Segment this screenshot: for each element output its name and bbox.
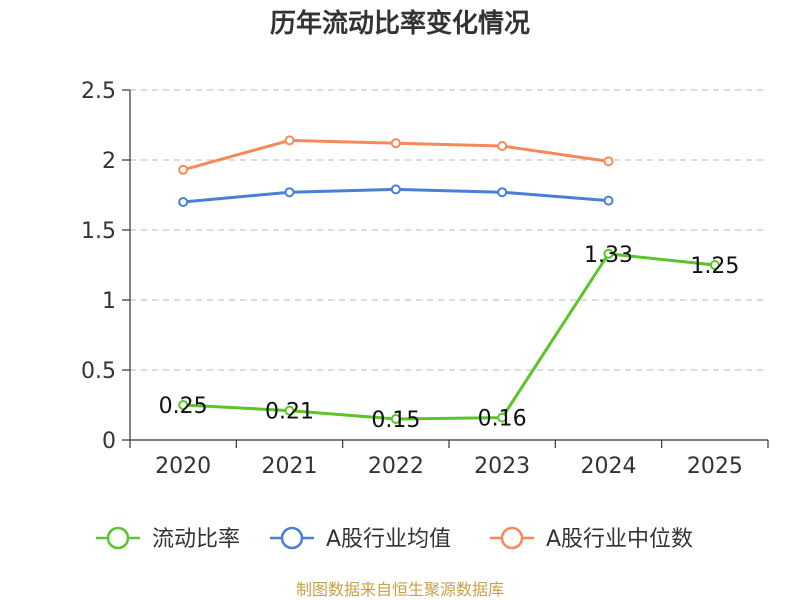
legend-marker bbox=[106, 526, 130, 550]
data-point bbox=[497, 141, 508, 151]
data-point bbox=[603, 156, 614, 167]
y-tick-label: 0.5 bbox=[81, 359, 116, 384]
data-point bbox=[284, 405, 295, 416]
x-tick-label: 2022 bbox=[368, 454, 424, 479]
legend-marker bbox=[500, 526, 524, 550]
source-note: 制图数据来自恒生聚源数据库 bbox=[296, 580, 504, 599]
data-label: 1.33 bbox=[584, 243, 633, 268]
legend-label: 流动比率 bbox=[152, 527, 240, 552]
data-point bbox=[603, 248, 614, 259]
data-label: 0.25 bbox=[159, 394, 208, 419]
data-point bbox=[178, 400, 189, 410]
data-point bbox=[603, 195, 614, 206]
y-tick-label: 2 bbox=[102, 149, 116, 174]
data-point bbox=[390, 414, 401, 424]
axes: 0 0.5 1 1.5 2 2.5 2020 2021 2022 2023 2024 2025 bbox=[81, 79, 769, 479]
chart-title: 历年流动比率变化情况 bbox=[270, 8, 530, 39]
y-tick-label: 2.5 bbox=[81, 79, 116, 104]
x-tick-label: 2024 bbox=[581, 454, 637, 479]
data-point bbox=[178, 197, 189, 207]
grid-lines bbox=[130, 89, 768, 371]
data-label: 0.16 bbox=[478, 407, 527, 432]
legend-label: A股行业中位数 bbox=[546, 527, 693, 552]
data-label: 1.25 bbox=[690, 254, 739, 279]
series-line-0 bbox=[183, 252, 715, 421]
data-label: 0.21 bbox=[265, 400, 314, 425]
data-labels: 0.25 0.21 0.15 0.16 1.33 1.25 bbox=[159, 243, 740, 433]
x-tick-label: 2023 bbox=[474, 454, 530, 479]
data-point bbox=[497, 412, 508, 423]
data-point bbox=[390, 184, 401, 195]
data-point bbox=[390, 138, 401, 149]
series-group bbox=[178, 135, 720, 424]
x-tick-label: 2021 bbox=[262, 454, 318, 479]
y-tick-label: 0 bbox=[102, 429, 116, 454]
data-label: 0.15 bbox=[371, 408, 420, 433]
x-tick-label: 2025 bbox=[687, 454, 743, 479]
data-point bbox=[709, 260, 720, 270]
x-tick-label: 2020 bbox=[155, 454, 211, 479]
y-tick-label: 1.5 bbox=[81, 219, 116, 244]
legend-label: A股行业均值 bbox=[326, 527, 451, 552]
legend-marker bbox=[280, 526, 304, 550]
y-tick-label: 1 bbox=[102, 289, 116, 314]
data-point bbox=[497, 187, 508, 198]
data-point bbox=[178, 164, 189, 175]
data-point bbox=[284, 135, 295, 146]
legend: 流动比率 A股行业均值 A股行业中位数 bbox=[96, 526, 693, 552]
data-point bbox=[284, 187, 295, 198]
